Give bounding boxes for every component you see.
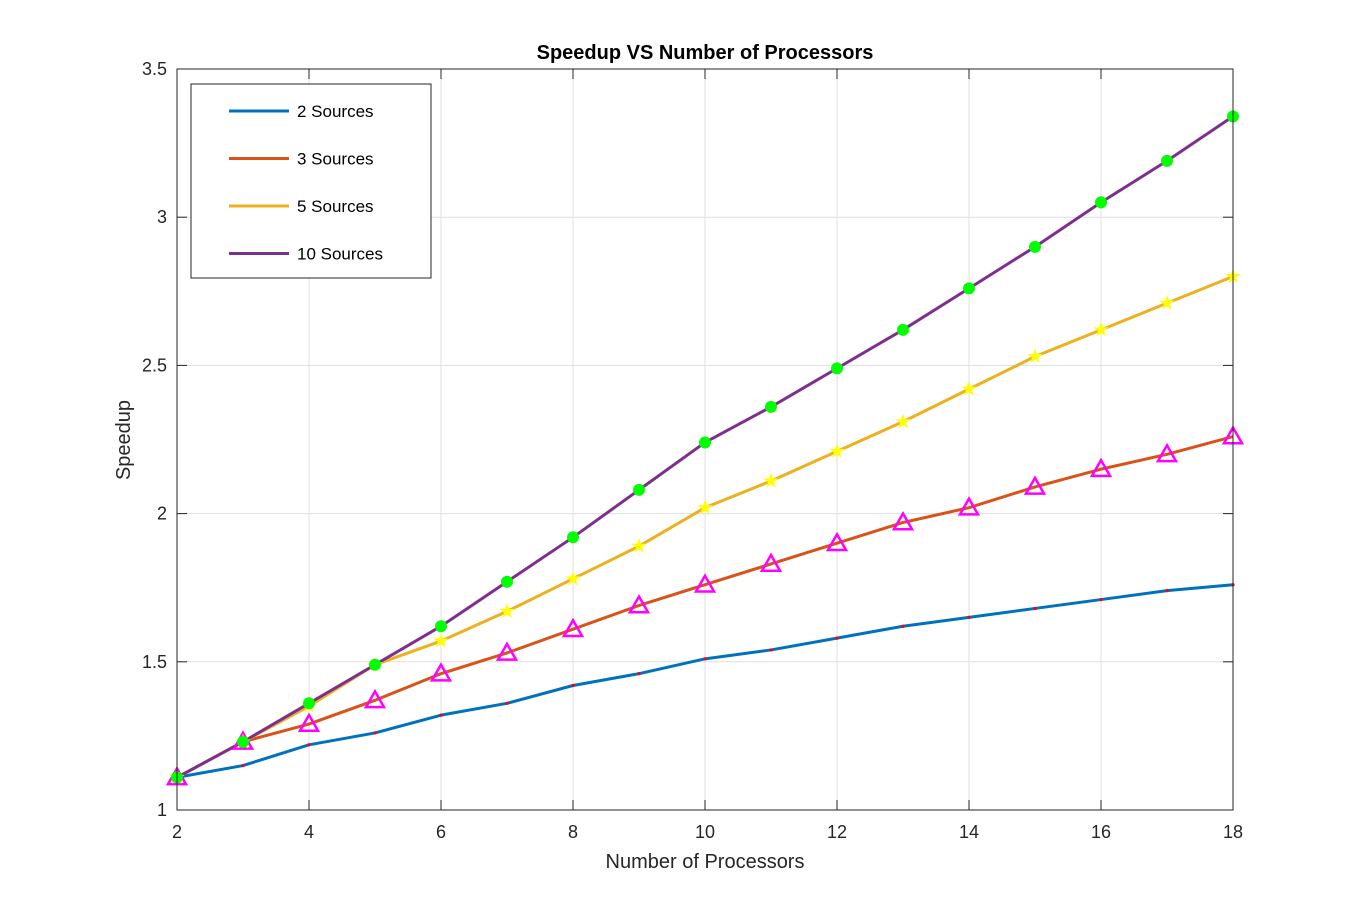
- data-point-2-13: [1027, 348, 1043, 364]
- data-point-1-5: [495, 641, 519, 661]
- data-point-2-12: [961, 381, 977, 396]
- data-point-3-15: [1161, 154, 1173, 167]
- x-tick-label: 8: [568, 822, 578, 842]
- data-point-0-8: [703, 657, 707, 661]
- data-point-2-7: [631, 538, 647, 553]
- data-point-0-15: [1165, 589, 1169, 593]
- data-point-3-8: [699, 436, 711, 449]
- data-point-2-15: [1159, 295, 1175, 310]
- x-tick-label: 6: [436, 822, 446, 842]
- data-point-2-8: [697, 499, 713, 515]
- x-tick-label: 10: [695, 822, 715, 842]
- data-point-1-3: [363, 688, 387, 709]
- data-point-1-9: [759, 552, 783, 572]
- data-point-0-9: [769, 648, 773, 652]
- data-point-2-10: [829, 443, 845, 458]
- legend-label-2: 5 Sources: [297, 197, 374, 216]
- data-point-2-11: [895, 413, 911, 429]
- data-point-1-15: [1155, 442, 1179, 463]
- x-tick-label: 14: [959, 822, 979, 842]
- data-point-0-14: [1099, 597, 1103, 602]
- y-tick-label: 1.5: [142, 652, 167, 672]
- x-tick-label: 16: [1091, 822, 1111, 842]
- data-point-1-8: [693, 573, 717, 593]
- data-point-3-12: [963, 282, 975, 295]
- data-point-1-7: [627, 593, 651, 614]
- data-point-1-12: [957, 496, 981, 516]
- data-point-0-7: [637, 672, 641, 676]
- data-point-3-5: [501, 575, 513, 588]
- data-point-0-11: [901, 624, 905, 628]
- data-point-1-2: [297, 712, 321, 733]
- y-tick-label: 3.5: [142, 59, 167, 79]
- x-tick-label: 2: [172, 822, 182, 842]
- data-point-3-7: [633, 483, 645, 496]
- legend-label-1: 3 Sources: [297, 150, 374, 169]
- data-point-1-4: [429, 662, 453, 682]
- data-point-0-4: [439, 713, 443, 717]
- y-tick-label: 1: [157, 800, 167, 820]
- axis-ticks: 2 4 6 8 10 12 14 16 18 1 1.5 2 2.5 3 3.5: [142, 59, 1243, 842]
- data-point-1-10: [825, 531, 849, 552]
- data-point-3-9: [765, 400, 777, 413]
- x-axis-label: Number of Processors: [606, 851, 805, 873]
- data-point-0-1: [241, 763, 245, 768]
- data-point-2-9: [763, 472, 779, 488]
- legend-label-3: 10 Sources: [297, 245, 383, 264]
- x-tick-label: 4: [304, 822, 314, 842]
- data-point-1-6: [561, 617, 585, 638]
- data-point-1-13: [1023, 475, 1047, 495]
- data-point-1-11: [891, 510, 915, 531]
- data-point-1-14: [1089, 457, 1113, 478]
- data-point-0-2: [307, 743, 311, 747]
- data-point-3-11: [897, 323, 909, 336]
- series-line-1: [176, 435, 1234, 779]
- data-point-2-14: [1093, 321, 1109, 337]
- legend-label-0: 2 Sources: [297, 102, 374, 121]
- data-point-3-3: [369, 658, 381, 671]
- data-point-2-4: [433, 633, 449, 648]
- data-point-3-4: [435, 620, 447, 633]
- data-point-3-13: [1029, 240, 1041, 253]
- x-tick-label: 18: [1223, 822, 1243, 842]
- x-tick-label: 12: [827, 822, 847, 842]
- grid-lines: [176, 68, 1234, 811]
- data-point-3-6: [567, 531, 579, 544]
- y-tick-label: 3: [157, 207, 167, 227]
- legend: 2 Sources 3 Sources 5 Sources 10 Sources: [190, 83, 432, 279]
- data-point-3-14: [1095, 196, 1107, 209]
- data-point-0-12: [967, 615, 971, 619]
- data-point-3-1: [237, 735, 249, 748]
- data-point-3-2: [303, 697, 315, 710]
- y-tick-label: 2.5: [142, 355, 167, 375]
- data-point-3-10: [831, 362, 843, 375]
- data-point-0-10: [835, 636, 839, 640]
- chart-title: Speedup VS Number of Processors: [537, 42, 874, 64]
- y-axis-label: Speedup: [113, 400, 135, 480]
- data-point-2-5: [499, 603, 515, 618]
- data-point-0-13: [1033, 606, 1037, 611]
- data-point-2-6: [565, 570, 581, 586]
- data-point-0-5: [505, 701, 509, 705]
- legend-box: [190, 83, 432, 279]
- series-markers: [165, 110, 1245, 786]
- data-point-0-3: [373, 731, 377, 735]
- data-point-0-6: [571, 683, 575, 688]
- y-tick-label: 2: [157, 504, 167, 524]
